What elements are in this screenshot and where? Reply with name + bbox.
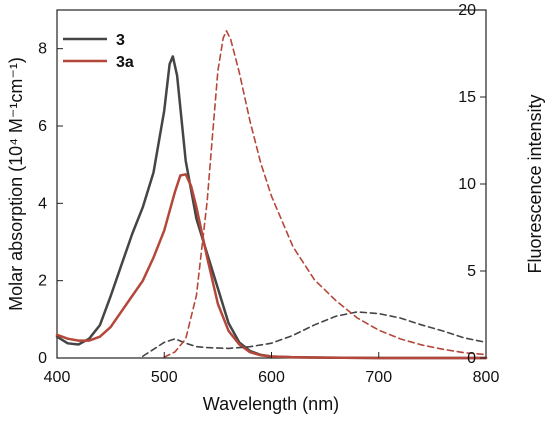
x-axis: 400 500 600 700 800	[44, 352, 500, 386]
series-layer	[55, 30, 488, 360]
x-axis-title: Wavelength (nm)	[203, 394, 339, 414]
y-tick-label: 0	[38, 350, 47, 367]
y-tick-label: 4	[38, 195, 47, 212]
legend: 3 3a	[63, 32, 134, 71]
series-line-4	[163, 30, 487, 358]
y-axis-left: 0 2 4 6 8	[38, 41, 63, 367]
x-tick-label: 600	[258, 369, 285, 386]
y2-tick-label: 20	[458, 2, 476, 19]
x-tick-label: 500	[151, 369, 178, 386]
series-line-2	[55, 173, 488, 360]
y-axis-right: 0 5 10 15 20	[458, 2, 486, 367]
legend-label-3a: 3a	[116, 54, 134, 71]
y-axis-title: Molar absorption (10⁴ M⁻¹cm⁻¹)	[6, 57, 26, 311]
y-tick-label: 8	[38, 41, 47, 58]
x-tick-label: 800	[473, 369, 500, 386]
y2-tick-label: 10	[458, 176, 476, 193]
y2-axis-title: Fluorescence intensity	[525, 94, 545, 273]
y2-tick-label: 0	[467, 350, 476, 367]
y2-tick-label: 15	[458, 89, 476, 106]
x-tick-label: 700	[365, 369, 392, 386]
series-line-3	[142, 311, 487, 358]
legend-label-3: 3	[116, 32, 125, 49]
y-tick-label: 2	[38, 273, 47, 290]
y2-tick-label: 5	[467, 263, 476, 280]
x-tick-label: 400	[44, 369, 71, 386]
y-tick-label: 6	[38, 118, 47, 135]
